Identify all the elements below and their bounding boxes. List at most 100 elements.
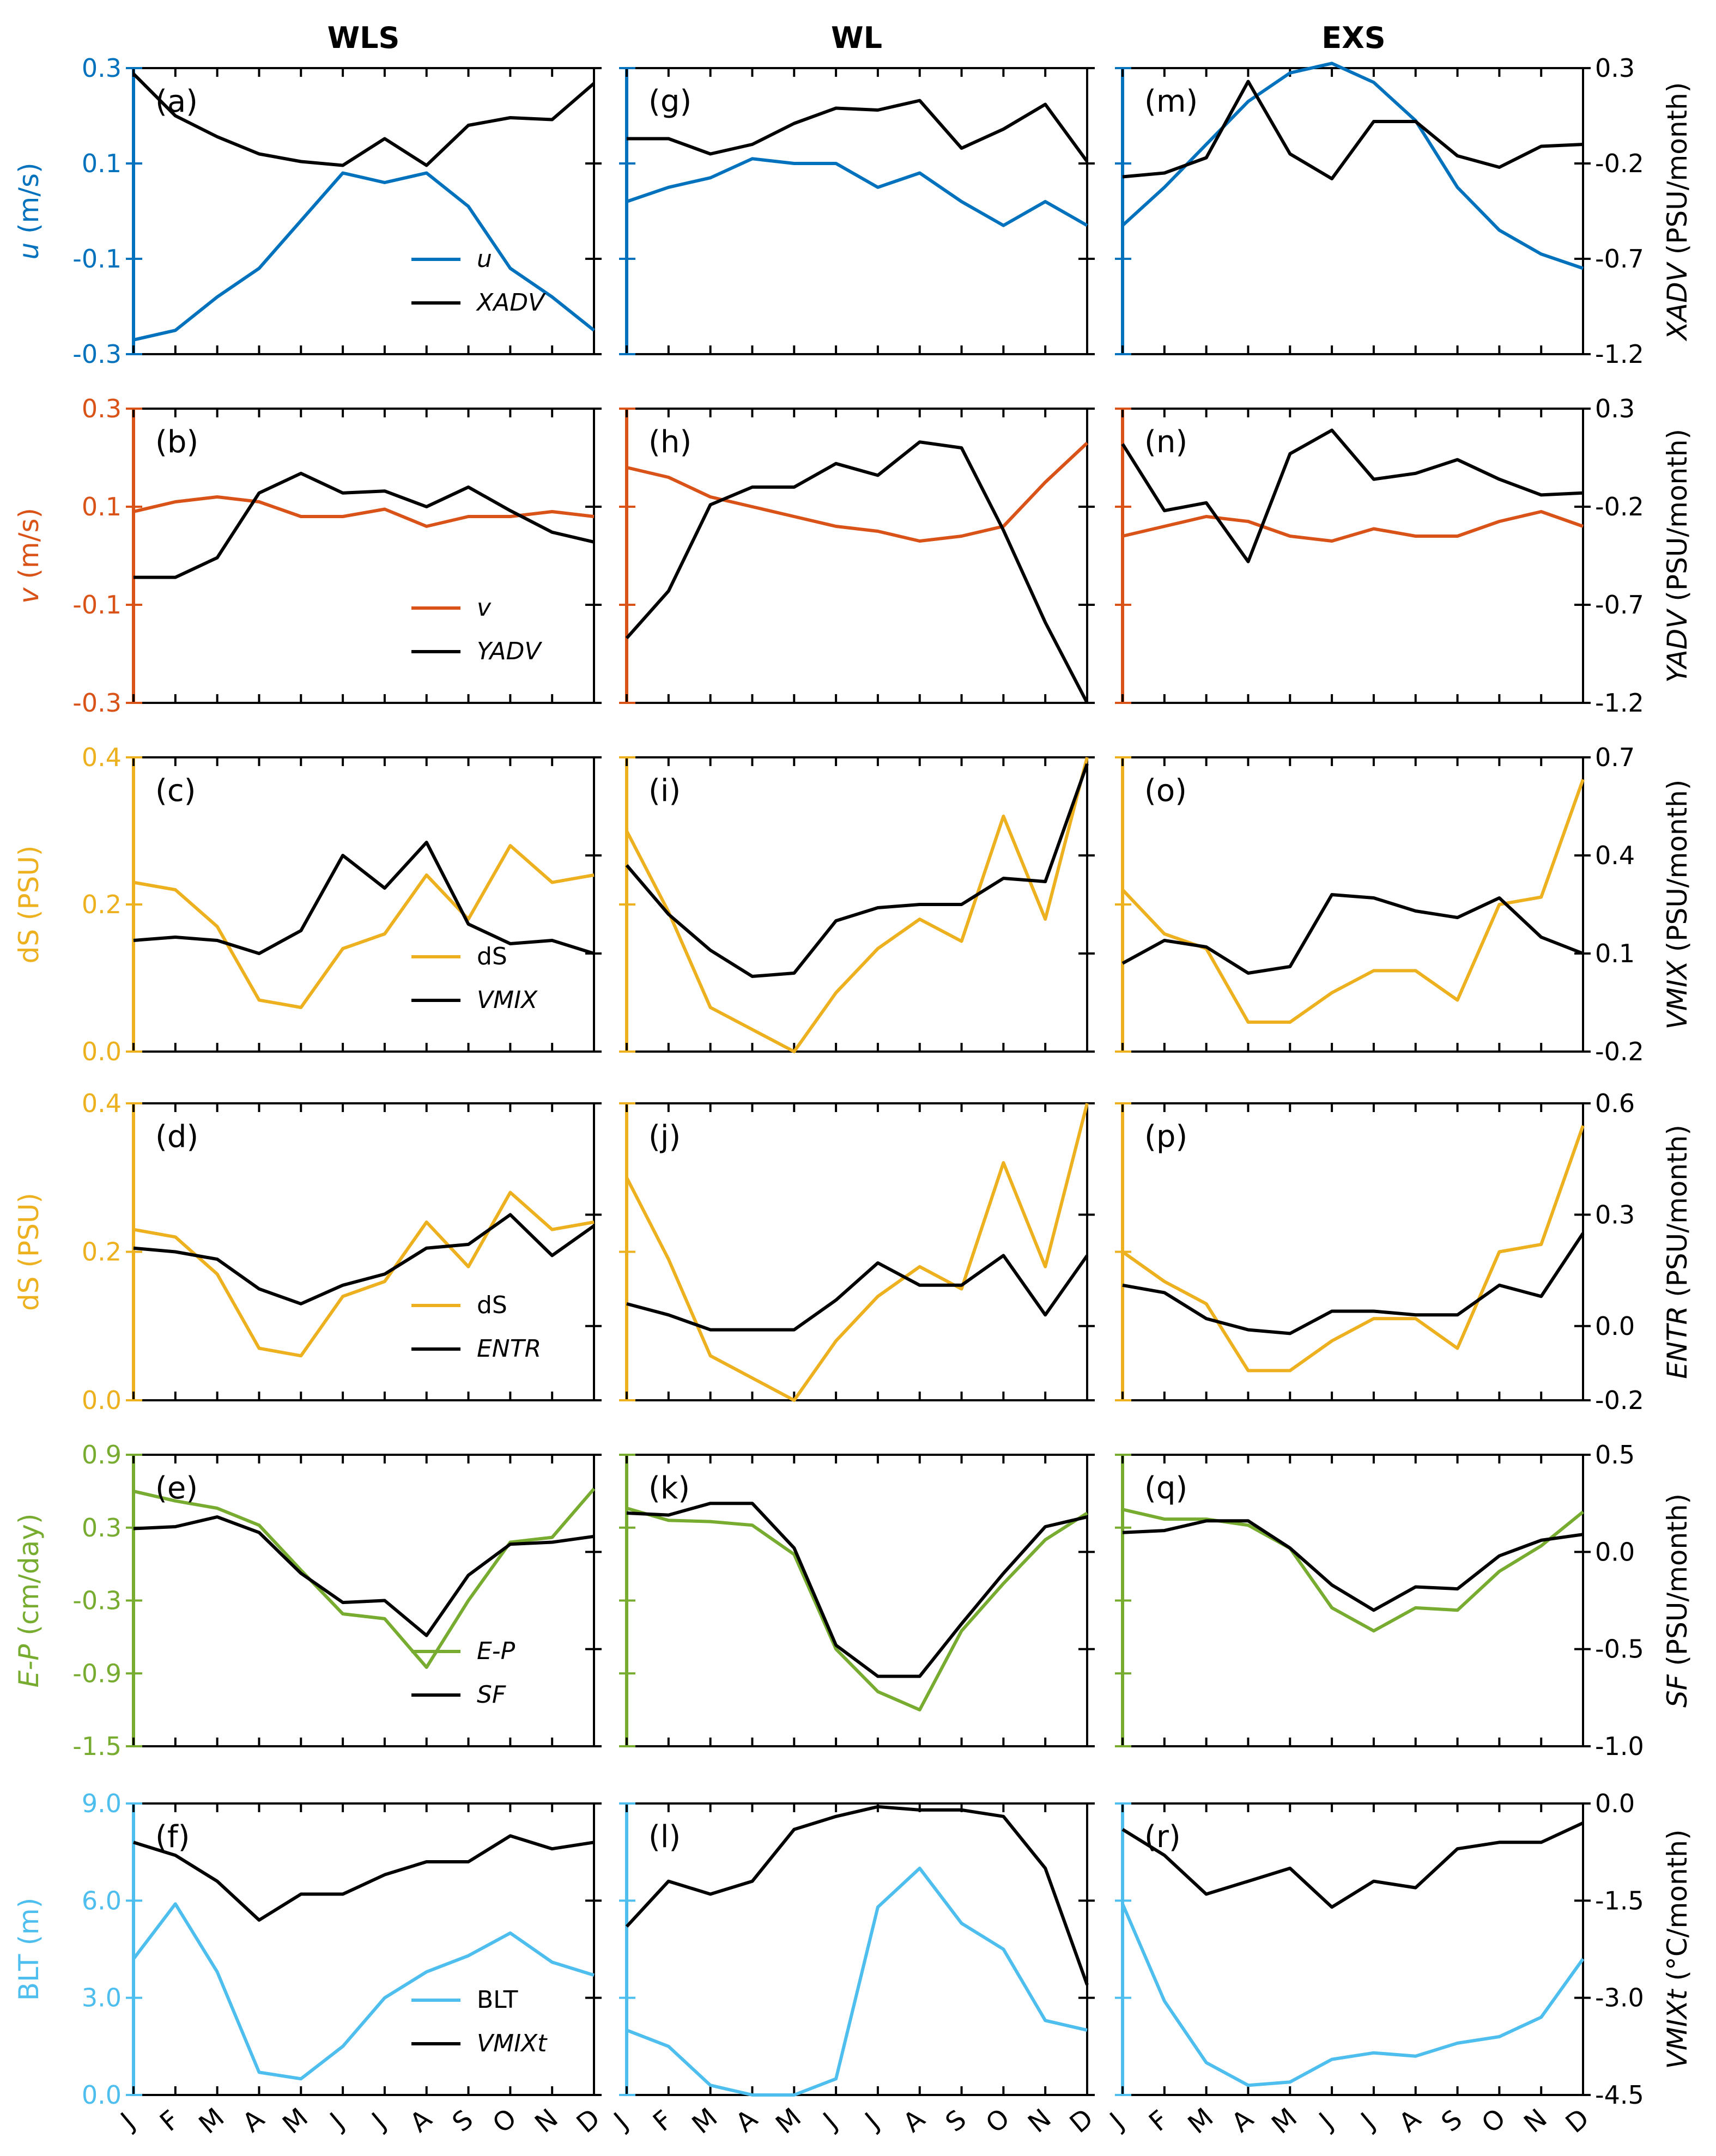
right-axis-label-var: YADV bbox=[1662, 608, 1693, 683]
legend-label: SF bbox=[477, 1681, 506, 1709]
series-line-right bbox=[625, 1805, 1089, 1985]
month-tick-label: A bbox=[730, 2104, 763, 2139]
panel-tag: (j) bbox=[648, 1119, 681, 1155]
series-line-left bbox=[626, 1507, 1088, 1712]
series-line-left bbox=[625, 1103, 1089, 1402]
month-tick-label: F bbox=[154, 2104, 185, 2137]
month-tick-label: J bbox=[858, 2107, 885, 2136]
series-line-left bbox=[1122, 1508, 1584, 1633]
legend: BLT VMIXt bbox=[411, 1986, 548, 2057]
left-y-tick-label: 0.2 bbox=[82, 890, 122, 919]
left-y-tick-label: 9.0 bbox=[82, 1789, 122, 1818]
left-y-tick-label: 3.0 bbox=[82, 1983, 122, 2013]
month-tick-label: J bbox=[365, 2107, 392, 2136]
left-axis-label-var: E-P bbox=[13, 1644, 45, 1688]
panel-i: (i) bbox=[619, 756, 1095, 1053]
right-axis-label-unit: (PSU/month) bbox=[1662, 780, 1693, 961]
month-tick-label: A bbox=[1226, 2104, 1259, 2139]
series-line-right bbox=[134, 471, 595, 579]
panel-tag: (g) bbox=[648, 84, 692, 119]
left-y-tick-label: 0.1 bbox=[82, 149, 122, 178]
month-tick-label: M bbox=[277, 2102, 314, 2140]
legend-label: u bbox=[477, 245, 492, 273]
legend-label: E-P bbox=[477, 1637, 516, 1665]
panel-e: -1.5 -0.9 -0.3 0.3 0.9 (e) E-P SF bbox=[72, 1440, 602, 1761]
left-y-tick-label: -0.9 bbox=[72, 1659, 122, 1688]
panel-tag: (f) bbox=[155, 1819, 190, 1855]
month-tick-label: O bbox=[1476, 2103, 1512, 2139]
right-axis-label-unit: (PSU/month) bbox=[1662, 1125, 1693, 1306]
series-line-right bbox=[625, 440, 1089, 704]
panel-g: (g) bbox=[619, 67, 1095, 355]
month-tick-label: N bbox=[1518, 2103, 1553, 2139]
panel-tag: (k) bbox=[648, 1471, 690, 1506]
left-y-tick-label: 0.0 bbox=[82, 2080, 122, 2110]
panel-tag: (n) bbox=[1144, 424, 1187, 460]
right-y-tick-label: -0.7 bbox=[1595, 244, 1644, 274]
series-line-right bbox=[625, 763, 1089, 978]
series-line-right bbox=[626, 1502, 1088, 1678]
right-y-tick-label: -4.5 bbox=[1595, 2080, 1644, 2110]
month-tick-label: N bbox=[1022, 2103, 1057, 2139]
series-line-right bbox=[1122, 1519, 1584, 1612]
month-tick-label: M bbox=[1266, 2102, 1303, 2140]
series-line-left bbox=[626, 441, 1089, 543]
month-tick-label: O bbox=[980, 2103, 1016, 2139]
right-y-tick-label: 0.4 bbox=[1595, 841, 1635, 870]
series-line-left bbox=[1121, 1125, 1585, 1372]
right-axis-label-var: VMIX bbox=[1662, 959, 1693, 1029]
panel-l: J F M A M J J A S O N D(l) bbox=[607, 1802, 1099, 2140]
panel-a: -0.3 -0.1 0.1 0.3 (a) u XADV bbox=[72, 53, 602, 369]
left-y-tick-label: 0.3 bbox=[82, 394, 122, 423]
left-axis-label-unit: (cm/day) bbox=[13, 1514, 45, 1644]
legend-label: BLT bbox=[477, 1986, 518, 2014]
right-axis-label: VMIXt (°C/month) bbox=[1662, 1830, 1693, 2069]
right-axis-label-var: XADV bbox=[1662, 261, 1693, 342]
left-axis-label-var: u bbox=[13, 242, 45, 260]
legend: E-P SF bbox=[411, 1637, 516, 1709]
month-tick-label: N bbox=[529, 2103, 564, 2139]
right-y-tick-label: -1.5 bbox=[1595, 1886, 1644, 1915]
series-line-right bbox=[1121, 428, 1584, 563]
legend: dS VMIX bbox=[411, 943, 538, 1014]
panel-h: (h) bbox=[619, 408, 1095, 704]
month-tick-label: F bbox=[1143, 2104, 1174, 2137]
month-tick-label: S bbox=[940, 2104, 972, 2138]
series-line-left bbox=[626, 157, 1088, 227]
panel-j: (j) bbox=[619, 1102, 1095, 1402]
series-line-right bbox=[626, 1254, 1089, 1332]
right-y-tick-label: 0.6 bbox=[1595, 1089, 1635, 1118]
month-tick-label: M bbox=[193, 2102, 230, 2140]
panel-p: -0.2 0.0 0.3 0.6 (p) bbox=[1115, 1089, 1644, 1415]
series-line-left bbox=[1121, 1903, 1585, 2087]
legend-label: VMIX bbox=[477, 986, 538, 1014]
left-y-tick-label: -0.1 bbox=[72, 244, 122, 274]
panel-tag: (i) bbox=[648, 773, 681, 809]
legend-label: dS bbox=[477, 943, 507, 970]
series-line-left bbox=[1122, 510, 1584, 543]
panel-tag: (q) bbox=[1144, 1471, 1187, 1506]
panel-q: -1.0 -0.5 0.0 0.5 (q) bbox=[1115, 1440, 1644, 1761]
left-axis-label: u (m/s) bbox=[13, 162, 45, 259]
right-axis-label-var: VMIXt bbox=[1662, 1988, 1693, 2069]
left-axis-label-unit: dS (PSU) bbox=[13, 1193, 45, 1311]
series-line-right bbox=[132, 72, 595, 167]
column-title-exs: EXS bbox=[1321, 21, 1385, 55]
panel-tag: (o) bbox=[1144, 773, 1187, 809]
panel-o: -0.2 0.1 0.4 0.7 (o) bbox=[1115, 743, 1644, 1066]
legend: v YADV bbox=[411, 594, 542, 665]
series-line-right bbox=[627, 99, 1089, 163]
left-y-tick-label: 0.9 bbox=[82, 1440, 122, 1469]
right-y-tick-label: 0.7 bbox=[1595, 743, 1635, 772]
left-axis-label-unit: (m/s) bbox=[13, 162, 45, 242]
month-tick-label: J bbox=[607, 2107, 634, 2136]
panel-tag: (m) bbox=[1144, 84, 1198, 119]
right-axis-label: SF (PSU/month) bbox=[1662, 1493, 1693, 1708]
right-y-tick-label: -0.2 bbox=[1595, 492, 1644, 521]
right-y-tick-label: 0.3 bbox=[1595, 1200, 1635, 1229]
month-tick-label: A bbox=[237, 2104, 270, 2139]
panel-grid: -0.3 -0.1 0.1 0.3 (a) u XADV (g) -1.2 -0.7 -0.2 0.3… bbox=[13, 53, 1693, 2140]
left-axis-label-unit: dS (PSU) bbox=[13, 846, 45, 964]
left-axis-label: dS (PSU) bbox=[13, 1193, 45, 1311]
panel-tag: (h) bbox=[648, 424, 692, 460]
